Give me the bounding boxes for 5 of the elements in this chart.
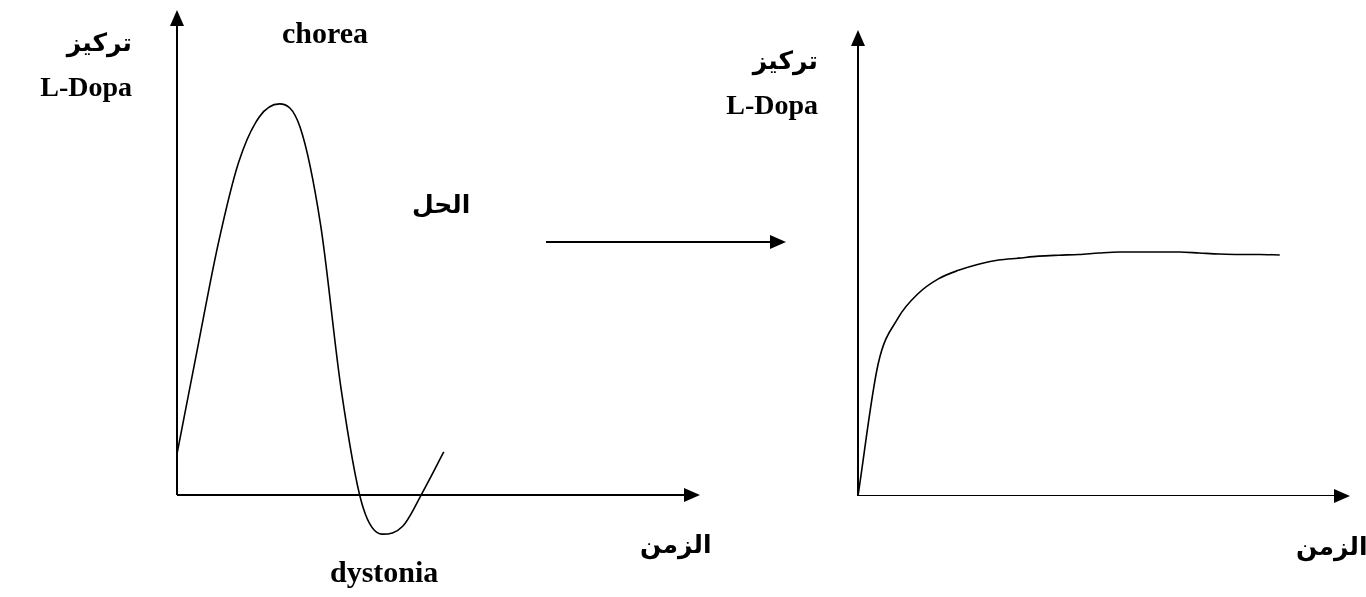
text: dystonia xyxy=(330,555,439,589)
text: chorea xyxy=(282,16,369,50)
x-axis-title: الزمن xyxy=(640,530,712,559)
annotation: الحل xyxy=(412,190,471,219)
x-axis-title: الزمن xyxy=(1296,532,1366,561)
